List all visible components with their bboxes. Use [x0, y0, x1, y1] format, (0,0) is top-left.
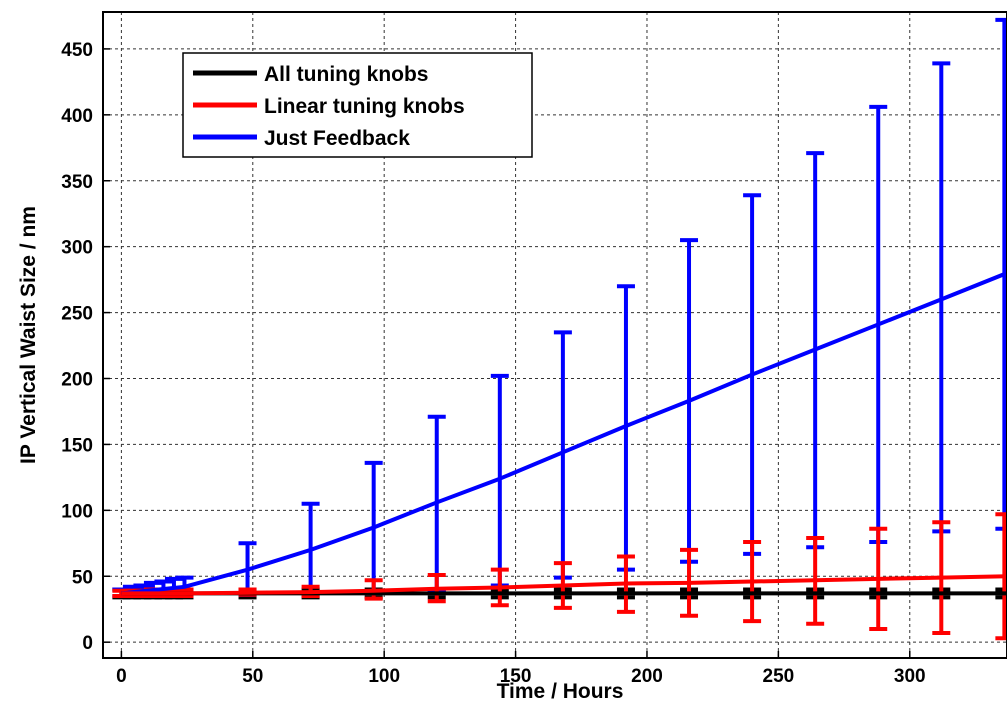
x-tick-label: 100 — [368, 666, 400, 687]
legend-label-linear-tuning-knobs: Linear tuning knobs — [264, 95, 465, 118]
legend: All tuning knobs Linear tuning knobs Jus… — [182, 52, 533, 158]
x-axis-title: Time / Hours — [497, 680, 624, 703]
legend-label-all-tuning-knobs: All tuning knobs — [264, 63, 428, 86]
x-tick-label: 300 — [894, 666, 926, 687]
y-tick-label: 50 — [72, 567, 93, 588]
y-tick-label: 350 — [61, 172, 93, 193]
y-tick-label: 150 — [61, 435, 93, 456]
x-tick-label: 50 — [242, 666, 263, 687]
y-tick-label: 0 — [82, 633, 93, 654]
series-lines — [121, 271, 1007, 596]
y-axis-title: IP Vertical Waist Size / nm — [17, 206, 40, 464]
plot-area-frame — [102, 11, 1007, 659]
y-tick-label: 200 — [61, 370, 93, 391]
legend-label-just-feedback: Just Feedback — [264, 127, 410, 150]
x-tick-label: 200 — [631, 666, 663, 687]
series-line — [121, 271, 1007, 596]
x-tick-label: 0 — [116, 666, 127, 687]
y-tick-label: 300 — [61, 238, 93, 259]
x-tick-label: 150 — [500, 666, 532, 687]
axis-ticks: 0 50 100 150 200 250 300 0 50 100 150 200 250 300 350 4… — [61, 40, 925, 687]
y-tick-label: 400 — [61, 106, 93, 127]
x-tick-label: 250 — [763, 666, 795, 687]
series-line — [121, 574, 1007, 596]
y-tick-label: 100 — [61, 501, 93, 522]
y-tick-label: 250 — [61, 304, 93, 325]
y-tick-label: 450 — [61, 40, 93, 61]
